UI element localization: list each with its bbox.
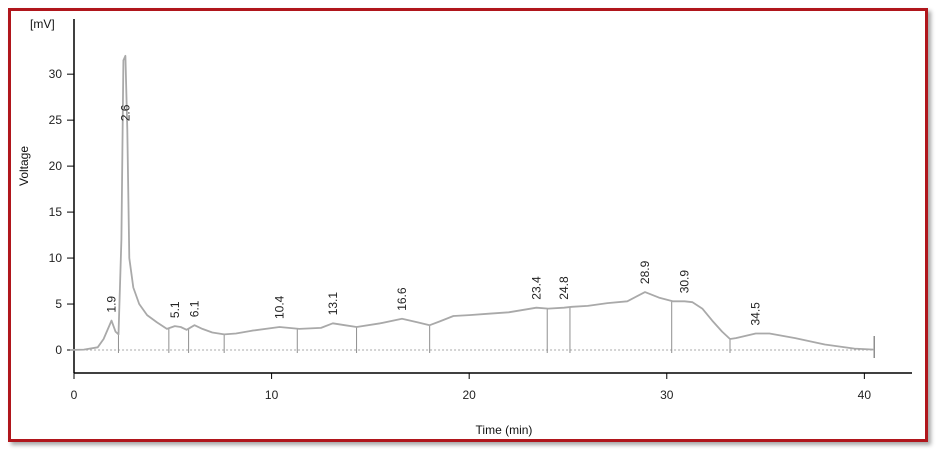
x-tick-label: 10 (265, 388, 279, 402)
y-tick-label: 5 (55, 297, 62, 311)
x-ticks: 0 10 20 30 40 (71, 373, 872, 402)
y-axis-title: Voltage (17, 146, 31, 186)
chromatogram-chart: 0 5 10 15 20 25 30 0 10 20 30 40 [mV] Voltage Time… (17, 17, 912, 437)
y-tick-label: 25 (49, 113, 63, 127)
peak-label: 24.8 (557, 276, 571, 300)
y-tick-label: 20 (49, 159, 63, 173)
peak-label: 1.9 (105, 296, 119, 313)
x-tick-label: 40 (858, 388, 872, 402)
chart-frame: 0 5 10 15 20 25 30 0 10 20 30 40 [mV] Voltage Time… (8, 8, 928, 442)
y-tick-label: 30 (49, 67, 63, 81)
y-tick-label: 15 (49, 205, 63, 219)
peak-label: 28.9 (638, 260, 652, 284)
peak-label: 23.4 (529, 276, 543, 300)
y-ticks: 0 5 10 15 20 25 30 (49, 67, 74, 357)
peak-label: 16.6 (395, 287, 409, 311)
peak-labels: 1.9 2.6 5.1 6.1 10.4 13.1 16.6 23.4 24.8 28.9 30.9… (105, 104, 763, 325)
y-tick-label: 0 (55, 343, 62, 357)
peak-label: 34.5 (749, 302, 763, 326)
x-tick-label: 20 (463, 388, 477, 402)
x-tick-label: 30 (660, 388, 674, 402)
y-tick-label: 10 (49, 251, 63, 265)
peak-label: 30.9 (678, 270, 692, 294)
integration-markers (117, 301, 875, 359)
x-tick-label: 0 (71, 388, 78, 402)
x-axis-title: Time (min) (476, 423, 533, 437)
peak-label: 10.4 (273, 295, 287, 319)
y-unit-label: [mV] (30, 17, 55, 31)
peak-label: 6.1 (188, 300, 202, 317)
peak-label: 2.6 (118, 104, 132, 121)
chromatogram-trace (69, 54, 875, 351)
peak-label: 13.1 (326, 292, 340, 316)
peak-label: 5.1 (168, 301, 182, 318)
axes (73, 19, 912, 374)
